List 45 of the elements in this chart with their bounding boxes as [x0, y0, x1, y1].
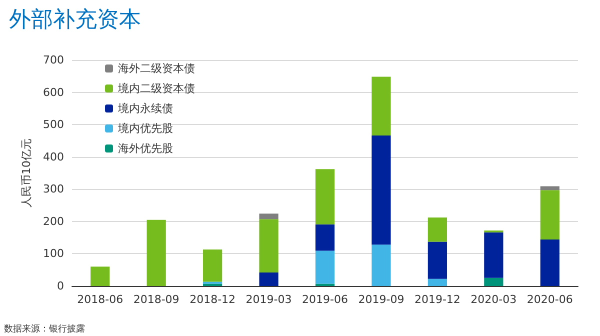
x-tick-label: 2018-09 — [133, 293, 180, 306]
bar — [372, 244, 391, 286]
x-tick-label: 2019-03 — [246, 293, 292, 306]
bar — [315, 224, 335, 251]
bar — [315, 250, 335, 284]
bar — [428, 218, 447, 242]
y-axis-title: 人民币10亿元 — [20, 138, 34, 208]
bar — [90, 266, 110, 286]
bar — [540, 186, 560, 190]
x-tick-label: 2018-06 — [77, 293, 124, 306]
legend-label: 境内永续债 — [117, 102, 173, 115]
bar — [146, 220, 166, 286]
x-tick-label: 2019-06 — [302, 293, 348, 306]
bar — [540, 190, 560, 240]
bar — [540, 240, 560, 286]
bar — [259, 214, 278, 220]
bar — [372, 136, 391, 245]
y-tick-label: 500 — [43, 118, 64, 132]
legend-label: 境内二级资本债 — [117, 82, 195, 95]
bar — [315, 169, 335, 224]
bar — [259, 272, 278, 286]
bar — [428, 242, 447, 279]
x-tick-label: 2020-03 — [470, 293, 517, 306]
bar — [203, 250, 222, 282]
y-tick-label: 700 — [43, 54, 64, 66]
y-tick-label: 0 — [57, 280, 64, 292]
x-tick-label: 2019-09 — [358, 293, 404, 306]
y-tick-label: 300 — [43, 182, 64, 196]
y-tick-label: 100 — [43, 247, 64, 260]
x-tick-label: 2020-06 — [526, 293, 573, 306]
y-tick-label: 600 — [43, 86, 64, 99]
legend-label: 境内优先股 — [117, 122, 173, 135]
legend-label: 海外二级资本债 — [118, 62, 195, 75]
legend-label: 海外优先股 — [118, 142, 173, 155]
bar — [484, 232, 504, 278]
source-note: 数据来源：银行披露 — [4, 324, 85, 334]
chart-title: 外部补充资本 — [9, 8, 141, 32]
x-tick-label: 2019-12 — [414, 293, 460, 306]
y-tick-label: 400 — [43, 150, 64, 164]
bar — [428, 278, 447, 286]
bar — [259, 219, 278, 272]
bar — [484, 278, 504, 286]
x-tick-label: 2018-12 — [190, 293, 236, 306]
bar — [372, 76, 391, 136]
y-tick-label: 200 — [43, 214, 64, 228]
